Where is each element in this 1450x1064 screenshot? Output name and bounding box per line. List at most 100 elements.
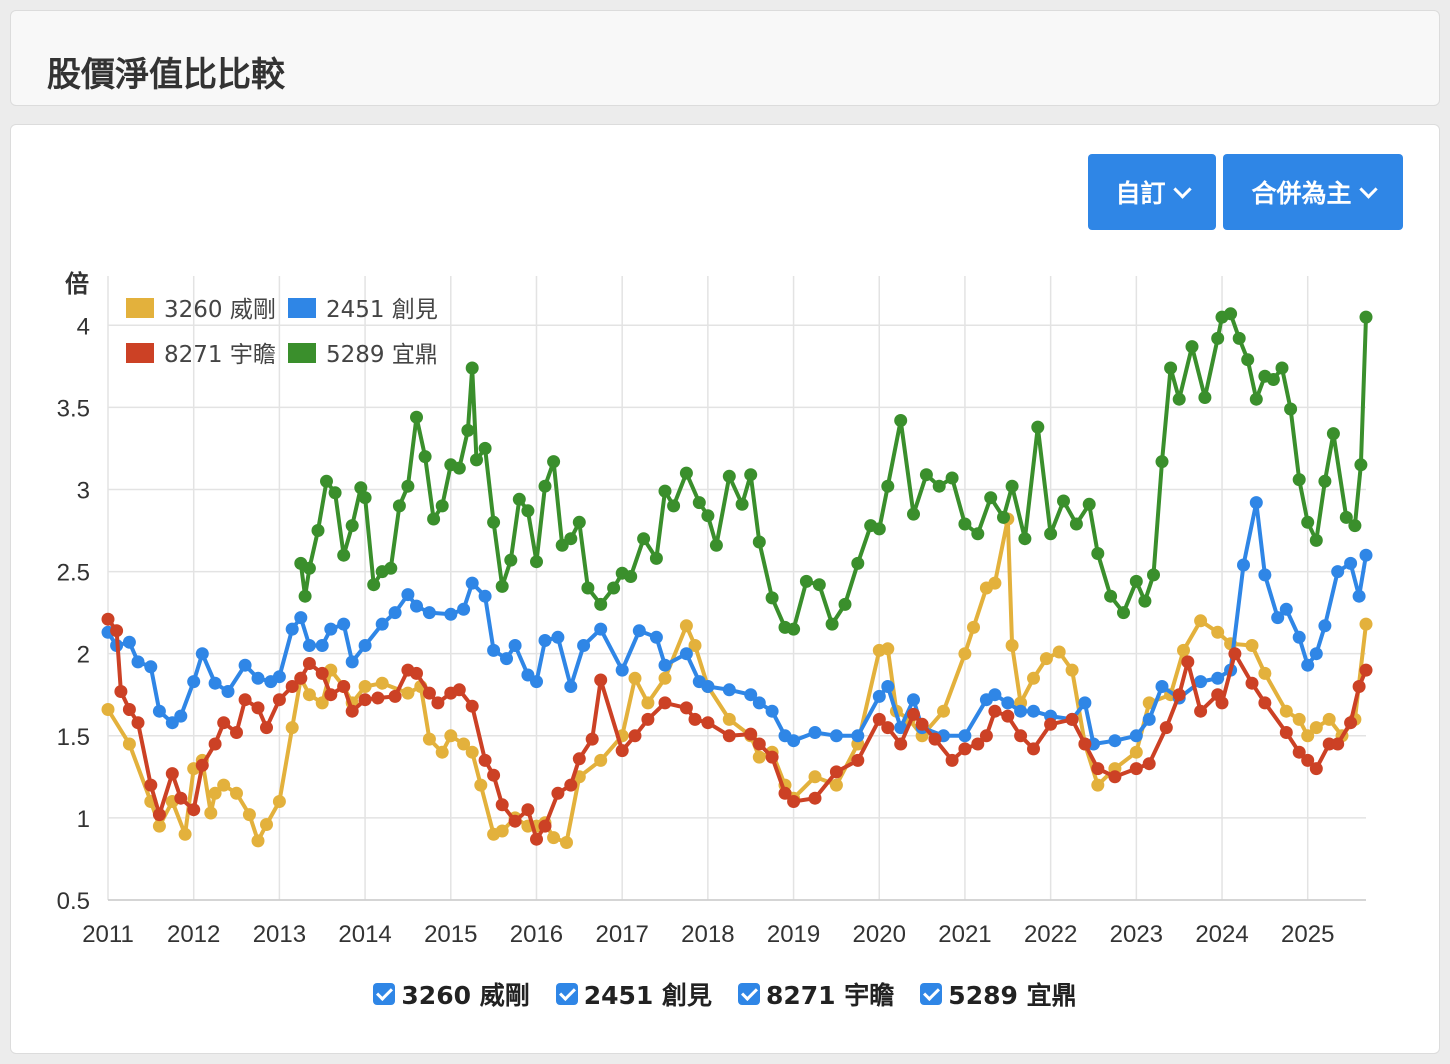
data-point [585, 732, 599, 746]
data-point [1194, 675, 1208, 689]
data-point [1198, 391, 1212, 404]
y-axis-label: 倍 [65, 270, 89, 298]
data-point [872, 689, 886, 703]
data-point [521, 803, 535, 817]
data-point [658, 671, 672, 685]
data-point [1129, 574, 1143, 588]
data-point [324, 622, 338, 636]
data-point [294, 611, 308, 625]
data-point [345, 655, 359, 669]
data-point [101, 703, 115, 716]
series-toggle[interactable]: 8271 宇瞻 [738, 976, 894, 1012]
data-point [701, 509, 715, 523]
series-toggle[interactable]: 5289 宜鼎 [920, 976, 1077, 1012]
data-point [122, 737, 136, 751]
data-point [1301, 658, 1315, 672]
data-point [958, 517, 972, 531]
data-point [658, 484, 672, 498]
data-point [872, 712, 886, 726]
data-point [971, 737, 985, 751]
data-point [1001, 709, 1015, 723]
data-point [345, 519, 359, 533]
data-point [1309, 533, 1323, 547]
data-point [1258, 696, 1272, 710]
data-point [427, 512, 441, 526]
data-point [1326, 427, 1340, 441]
data-point [752, 535, 766, 549]
data-point [932, 479, 946, 493]
checkbox-checked-icon[interactable] [738, 983, 760, 1005]
series-toggle[interactable]: 2451 創見 [555, 976, 712, 1012]
data-point [358, 491, 372, 505]
data-point [1005, 479, 1019, 493]
data-point [1211, 671, 1225, 685]
data-point [384, 561, 398, 575]
data-point [302, 688, 316, 702]
data-point [435, 745, 449, 759]
x-tick-label: 2015 [424, 921, 477, 948]
data-point [560, 836, 573, 849]
data-point [787, 795, 801, 808]
data-point [208, 737, 222, 751]
data-point [422, 606, 436, 620]
series-toggle-label: 5289 宜鼎 [948, 981, 1077, 1010]
data-point [1065, 663, 1079, 677]
data-point [504, 553, 518, 567]
data-point [1039, 652, 1053, 666]
series-toggle-label: 3260 威剛 [401, 981, 530, 1010]
data-point [907, 707, 920, 721]
basis-dropdown[interactable]: 合併為主 [1223, 154, 1403, 230]
data-point [1031, 420, 1045, 434]
data-point [311, 524, 325, 537]
data-point [114, 685, 128, 698]
data-point [457, 737, 471, 751]
x-tick-label: 2018 [681, 921, 734, 948]
data-point [1142, 712, 1156, 726]
data-point [178, 827, 192, 841]
data-point [538, 479, 552, 493]
data-point [722, 469, 736, 483]
data-point [752, 750, 766, 764]
data-point [375, 676, 389, 690]
checkbox-checked-icon[interactable] [373, 983, 396, 1005]
data-point [1172, 688, 1186, 702]
data-point [851, 556, 865, 570]
data-point [881, 642, 895, 656]
data-point [470, 453, 483, 467]
data-point [1044, 717, 1058, 731]
data-point [174, 791, 188, 805]
data-point [1108, 770, 1122, 784]
chart-card [10, 124, 1440, 1054]
data-point [208, 676, 222, 690]
checkbox-checked-icon[interactable] [920, 983, 943, 1005]
data-point [465, 361, 479, 375]
data-point [1027, 704, 1040, 718]
data-point [628, 729, 642, 743]
data-point [1129, 762, 1143, 776]
series-toggle[interactable]: 3260 威剛 [373, 976, 530, 1012]
data-point [1147, 568, 1160, 582]
data-point [722, 683, 736, 697]
data-point [829, 778, 843, 792]
checkbox-checked-icon[interactable] [555, 983, 578, 1005]
data-point [1331, 737, 1345, 751]
data-point [894, 737, 908, 751]
data-point [495, 579, 509, 593]
data-point [452, 461, 466, 475]
data-point [1027, 671, 1040, 685]
data-point [457, 602, 471, 616]
data-point [1082, 497, 1096, 511]
data-point [465, 699, 479, 713]
data-point [495, 824, 509, 838]
data-point [1057, 494, 1070, 508]
data-point [615, 744, 629, 758]
data-point [431, 696, 445, 710]
data-point [217, 716, 231, 730]
data-point [337, 680, 351, 693]
y-tick-label: 3 [77, 477, 90, 504]
data-point [315, 666, 329, 680]
data-point [131, 655, 145, 669]
data-point [701, 716, 715, 730]
custom-range-dropdown[interactable]: 自訂 [1088, 154, 1216, 230]
data-point [1138, 594, 1152, 608]
